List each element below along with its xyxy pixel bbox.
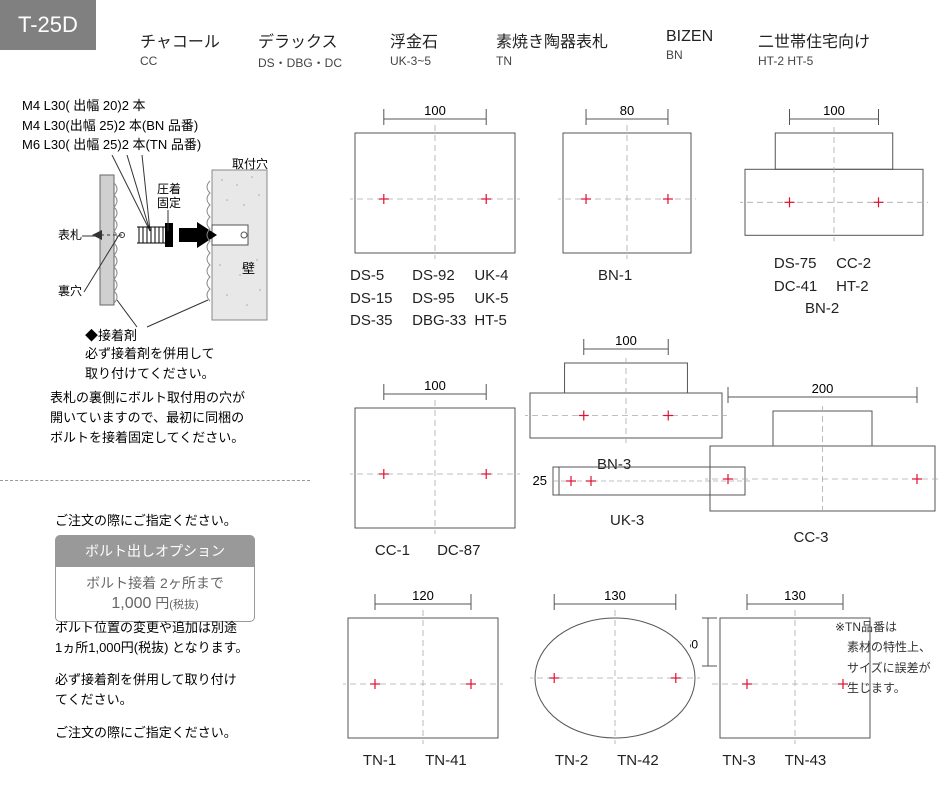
header-item: 素焼き陶器表札 TN — [496, 28, 608, 68]
shape-bn3: 100BN-3 — [525, 335, 727, 477]
divider — [0, 480, 310, 481]
svg-text:100: 100 — [615, 335, 637, 348]
header-item: 二世帯住宅向け HT-2 HT-5 — [758, 28, 870, 68]
option-header: ボルト出しオプション — [55, 535, 255, 567]
header-sub: CC — [140, 54, 220, 68]
tn-note: ※TN品番は 素材の特性上、 サイズに誤差が 生じます。 — [835, 617, 931, 699]
header-sub: TN — [496, 54, 608, 68]
header-main: BIZEN — [666, 28, 713, 46]
svg-text:120: 120 — [412, 590, 434, 603]
option-tax: (税抜) — [169, 599, 198, 611]
shape-s1: 100 DS-5 DS-92 UK-4DS-15 DS-95 UK-5DS-35 … — [350, 105, 532, 333]
shape-tn1: 120 TN-1 TN-41 — [343, 590, 503, 773]
header-item: チャコール CC — [140, 28, 220, 68]
header-sub: UK-3~5 — [390, 54, 438, 68]
label-hyosatsu: 表札 — [58, 228, 82, 242]
header-sub: HT-2 HT-5 — [758, 54, 870, 68]
shape-labels: TN-1 TN-41 — [343, 750, 503, 773]
shape-labels: TN-3 TN-43 — [690, 750, 875, 773]
label-torituke: 取付穴 — [232, 156, 268, 171]
shape-bn1: 80 BN-1 — [558, 105, 696, 288]
shape-cc3: 200 CC-3 — [705, 383, 940, 550]
adhesive-title: ◆接着剤 — [85, 325, 137, 344]
label-kabe: 壁 — [242, 261, 255, 276]
header-main: デラックス — [258, 28, 342, 52]
header-main: 素焼き陶器表札 — [496, 28, 608, 52]
header-item: BIZEN BN — [666, 28, 713, 62]
bottom-note-line: ご注文の際にご指定ください。 — [55, 723, 305, 743]
header-sub: BN — [666, 48, 713, 62]
shape-s3: 100 DS-75 CC-2DC-41 HT-2BN-2 — [740, 105, 928, 321]
bottom-note-line: 必ず接着剤を併用して取り付け てください。 — [55, 670, 305, 710]
option-body: ボルト接着 2ヶ所まで 1,000 円(税抜) — [55, 567, 255, 622]
spec-lines: M4 L30( 出幅 20)2 本 M4 L30(出幅 25)2 本(BN 品番… — [22, 96, 201, 155]
label-uraana: 裏穴 — [58, 283, 82, 298]
svg-text:80: 80 — [620, 105, 634, 118]
install-diagram: 表札 裏穴 圧着 固定 取付穴 壁 — [22, 155, 282, 355]
product-badge: T-25D — [0, 0, 96, 50]
install-note: 表札の裏側にボルト取付用の穴が 開いていますので、最初に同梱の ボルトを接着固定… — [50, 388, 300, 448]
shape-labels: CC-1 DC-87 — [350, 540, 520, 563]
option-price: 1,000 — [111, 595, 151, 612]
adhesive-text: 必ず接着剤を併用して 取り付けてください。 — [85, 344, 215, 383]
header-item: 浮金石 UK-3~5 — [390, 28, 438, 68]
svg-text:130: 130 — [784, 590, 806, 603]
header-item: デラックス DS・DBG・DC — [258, 28, 342, 71]
shape-tn2: 130 TN-2 TN-42 — [530, 590, 700, 773]
order-note: ご注文の際にご指定ください。 — [55, 510, 237, 529]
svg-text:100: 100 — [823, 105, 845, 118]
svg-text:130: 130 — [604, 590, 626, 603]
header-sub: DS・DBG・DC — [258, 54, 342, 71]
header-main: 浮金石 — [390, 28, 438, 52]
shape-labels: DS-75 CC-2DC-41 HT-2BN-2 — [740, 253, 928, 321]
shape-cc1: 100 CC-1 DC-87 — [350, 380, 520, 563]
svg-text:100: 100 — [424, 380, 446, 393]
shape-labels: CC-3 — [705, 527, 940, 550]
bottom-note-line: ボルト位置の変更や追加は別途 1ヵ所1,000円(税抜) となります。 — [55, 618, 305, 658]
label-attaku: 圧着 — [157, 181, 181, 196]
header-main: 二世帯住宅向け — [758, 28, 870, 52]
bottom-notes: ボルト位置の変更や追加は別途 1ヵ所1,000円(税抜) となります。必ず接着剤… — [55, 618, 305, 755]
shape-labels: BN-1 — [558, 265, 696, 288]
header-main: チャコール — [140, 28, 220, 52]
option-body-line1: ボルト接着 2ヶ所まで — [56, 573, 254, 593]
option-unit: 円 — [155, 595, 169, 611]
svg-text:200: 200 — [812, 383, 834, 396]
svg-text:50: 50 — [690, 637, 698, 651]
shape-labels: DS-5 DS-92 UK-4DS-15 DS-95 UK-5DS-35 DBG… — [350, 265, 532, 333]
svg-text:固定: 固定 — [157, 195, 181, 210]
svg-text:100: 100 — [424, 105, 446, 118]
option-box: ボルト出しオプション ボルト接着 2ヶ所まで 1,000 円(税抜) — [55, 535, 255, 622]
shape-labels: TN-2 TN-42 — [530, 750, 700, 773]
svg-text:25: 25 — [533, 473, 547, 488]
